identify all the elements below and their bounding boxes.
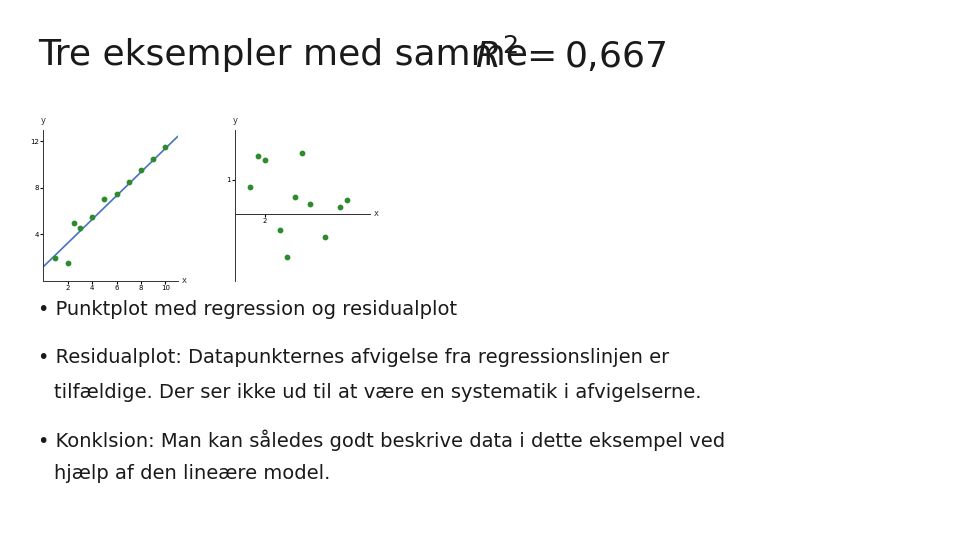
- Point: [332, 202, 348, 211]
- Point: [287, 192, 302, 201]
- Text: • Punktplot med regression og residualplot: • Punktplot med regression og residualpl…: [38, 300, 458, 319]
- Point: [146, 154, 161, 163]
- Text: y: y: [232, 117, 238, 125]
- Point: [243, 183, 258, 191]
- Text: $R^2 = 0{,}667$: $R^2 = 0{,}667$: [475, 35, 666, 75]
- Point: [72, 224, 87, 233]
- Point: [133, 166, 149, 174]
- Text: tilfældige. Der ser ikke ud til at være en systematik i afvigelserne.: tilfældige. Der ser ikke ud til at være …: [54, 383, 701, 402]
- Text: • Konklsion: Man kan således godt beskrive data i dette eksempel ved: • Konklsion: Man kan således godt beskri…: [38, 429, 726, 451]
- Text: • Residualplot: Datapunkternes afvigelse fra regressionslinjen er: • Residualplot: Datapunkternes afvigelse…: [38, 348, 670, 367]
- Point: [97, 195, 112, 204]
- Point: [250, 152, 265, 161]
- Text: x: x: [181, 276, 187, 285]
- Point: [48, 253, 63, 262]
- Point: [157, 143, 173, 151]
- Point: [66, 218, 82, 227]
- Text: hjælp af den lineære model.: hjælp af den lineære model.: [54, 464, 330, 483]
- Point: [279, 253, 295, 261]
- Text: Tre eksempler med samme: Tre eksempler med samme: [38, 38, 540, 72]
- Point: [302, 199, 318, 208]
- Point: [340, 196, 355, 205]
- Point: [295, 149, 310, 158]
- Text: y: y: [40, 117, 46, 125]
- Point: [84, 213, 100, 221]
- Point: [121, 178, 136, 186]
- Point: [317, 233, 332, 241]
- Point: [108, 189, 124, 198]
- Point: [60, 259, 75, 268]
- Text: x: x: [373, 209, 379, 218]
- Point: [273, 226, 288, 235]
- Point: [257, 156, 273, 164]
